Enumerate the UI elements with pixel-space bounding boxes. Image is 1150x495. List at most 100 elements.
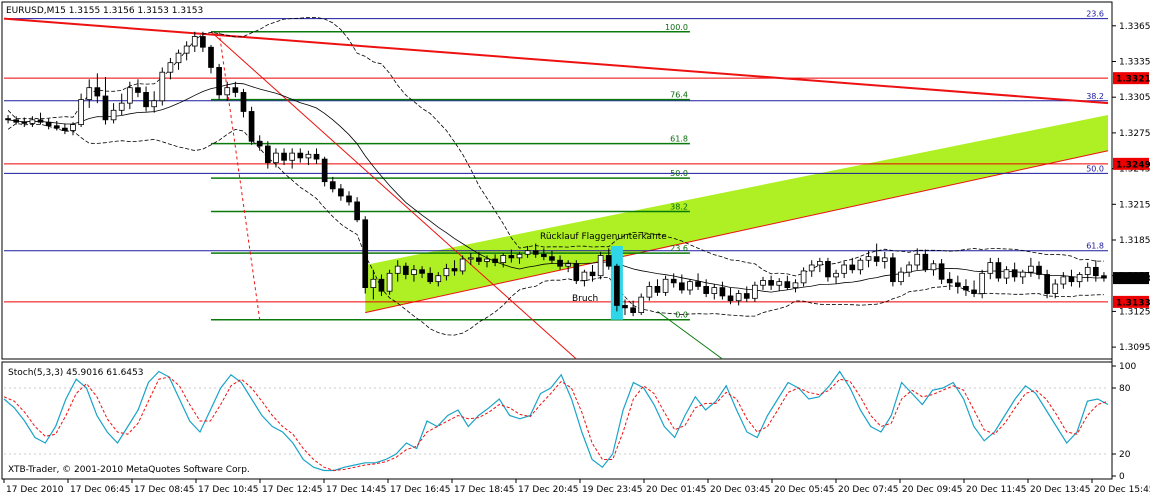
- candle-body: [362, 219, 369, 289]
- candle-body: [776, 281, 783, 286]
- fibo-small-label: 50.0: [670, 169, 688, 178]
- candle-body: [881, 257, 888, 262]
- candle-body: [808, 264, 815, 272]
- candle-body: [248, 111, 255, 142]
- candle-body: [86, 87, 93, 100]
- time-tick-label: 17 Dec 16:45: [390, 485, 451, 495]
- candle-body: [1068, 276, 1075, 283]
- time-tick-label: 20 Dec 09:45: [902, 485, 963, 495]
- candle-body: [646, 286, 653, 298]
- candle-body: [557, 259, 563, 267]
- candle-body: [5, 118, 11, 121]
- candle-body: [70, 124, 76, 131]
- candle-body: [898, 271, 904, 283]
- candle-body: [435, 275, 442, 283]
- candle-body: [695, 281, 701, 287]
- candle-body: [914, 253, 921, 266]
- candle-body: [1092, 266, 1099, 277]
- fibo-extension-line: [657, 310, 723, 360]
- price-tick-label: 1.3305: [1119, 93, 1150, 103]
- candle-body: [1028, 265, 1034, 273]
- candle-body: [743, 293, 750, 299]
- time-tick-label: 20 Dec 13:45: [1030, 485, 1091, 495]
- price-tick-label: 1.3215: [1119, 200, 1150, 210]
- candle-body: [849, 264, 856, 271]
- fibo-anchor-line: [218, 31, 261, 320]
- candle-body: [1011, 269, 1018, 278]
- candle-body: [29, 119, 36, 124]
- candle-body: [500, 255, 507, 264]
- stoch-tick-label: 20: [1119, 450, 1131, 460]
- horizontal-lines: [4, 77, 1108, 303]
- price-flag-label: 1.3321: [1116, 75, 1150, 85]
- candle-body: [638, 296, 645, 313]
- candle-body: [614, 265, 620, 306]
- price-flag: [1113, 157, 1149, 170]
- price-axis: 1.33651.33351.33051.32751.32451.32151.31…: [1112, 22, 1150, 353]
- candle-body: [678, 282, 685, 291]
- candle-body: [532, 250, 539, 255]
- candle-body: [224, 87, 231, 96]
- time-tick-label: 20 Dec 01:45: [646, 485, 707, 495]
- candle-body: [1084, 266, 1091, 275]
- candle-body: [995, 262, 1002, 279]
- candle-body: [159, 71, 166, 102]
- candle-body: [1060, 276, 1067, 285]
- fibo-big-label: 23.6: [1086, 10, 1104, 19]
- time-tick-label: 17 Dec 12:45: [262, 485, 323, 495]
- candle-body: [622, 305, 628, 309]
- candle-body: [1052, 283, 1059, 294]
- candle-body: [21, 121, 28, 124]
- candle-body: [467, 257, 474, 260]
- stoch-label: Stoch(5,3,3) 45.9016 61.6453: [8, 368, 143, 378]
- candle-body: [816, 261, 823, 266]
- candle-body: [94, 87, 101, 97]
- candle-body: [508, 255, 515, 259]
- candle-body: [605, 255, 612, 267]
- candle-body: [53, 125, 60, 129]
- time-tick-label: 20 Dec 07:45: [838, 485, 899, 495]
- trend-lines: [3, 17, 1109, 360]
- candle-body: [589, 271, 596, 277]
- candle-body: [662, 278, 669, 293]
- candle-body: [1076, 274, 1083, 283]
- candle-body: [273, 152, 279, 164]
- candle-body: [216, 67, 222, 96]
- time-tick-label: 20 Dec 05:45: [774, 485, 835, 495]
- fibo-big-label: 38.2: [1086, 92, 1104, 101]
- time-tick-label: 17 Dec 06:45: [70, 485, 131, 495]
- price-tick-label: 1.3125: [1119, 307, 1150, 317]
- stoch-tick-label: 80: [1119, 384, 1131, 394]
- candle-body: [102, 95, 109, 121]
- fibonacci-levels: 23.6 38.2 50.0 61.8 100.0 76.4 61.8 50.0 38.2 23.…: [4, 10, 1108, 321]
- candle-body: [240, 92, 247, 112]
- candle-body: [687, 281, 693, 291]
- candle-body: [906, 264, 912, 273]
- candle-body: [540, 253, 547, 258]
- price-tick-label: 1.3335: [1119, 58, 1150, 68]
- candle-body: [833, 272, 839, 278]
- candle-body: [825, 261, 831, 278]
- candle-body: [549, 256, 555, 261]
- candle-body: [256, 140, 263, 147]
- major-down-trendline: [3, 17, 1109, 105]
- time-tick-label: 17 Dec 10:45: [198, 485, 259, 495]
- candle-body: [45, 121, 52, 127]
- candle-body: [281, 152, 287, 161]
- candle-body: [419, 269, 425, 274]
- price-flag: [1113, 295, 1149, 308]
- band-upper: [7, 16, 1104, 277]
- candle-body: [354, 201, 360, 221]
- time-tick-label: 17 Dec 14:45: [326, 485, 387, 495]
- candle-body: [1101, 275, 1107, 279]
- candle-body: [411, 269, 417, 275]
- candle-body: [1036, 265, 1042, 275]
- candle-body: [946, 278, 953, 284]
- stoch-signal-line: [3, 376, 1109, 472]
- candle-body: [752, 284, 758, 299]
- candle-body: [476, 257, 482, 262]
- price-flag-label: 1.3249: [1116, 160, 1150, 170]
- price-tick-label: 1.3095: [1119, 343, 1150, 353]
- candle-body: [126, 87, 133, 104]
- copyright-footer: XTB-Trader, © 2001-2010 MetaQuotes Softw…: [8, 465, 250, 475]
